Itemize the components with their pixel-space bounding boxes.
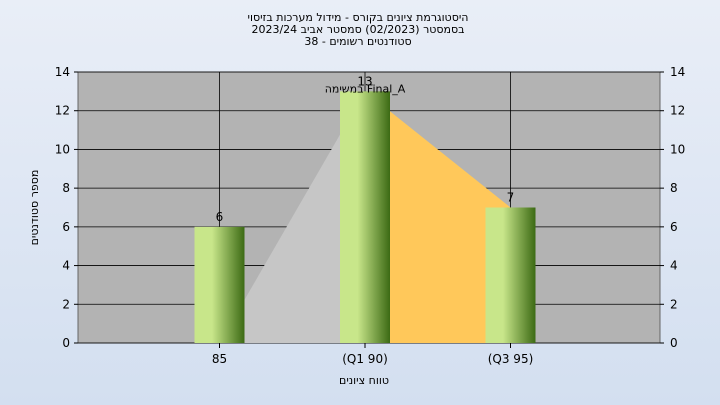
chart-title-line-1: היסטוגרמת ציונים בקורס - מידול מערכות בז… — [248, 11, 469, 24]
area-rising — [219, 91, 365, 343]
y-tick-label-left: 6 — [62, 220, 70, 234]
bar-2 — [340, 91, 390, 343]
y-tick-label-left: 0 — [62, 336, 70, 350]
y-tick-label-right: 8 — [670, 181, 678, 195]
y-tick-label-left: 14 — [55, 65, 70, 79]
y-axis-title: מספר סטודנטים — [28, 170, 41, 246]
y-tick-label-left: 8 — [62, 181, 70, 195]
x-tick-label: (Q1 90) — [342, 352, 388, 366]
bar-3 — [485, 207, 536, 343]
y-tick-label-left: 10 — [55, 142, 70, 156]
x-axis-title: טווח ציונים — [339, 374, 389, 387]
y-tick-label-right: 6 — [670, 220, 678, 234]
y-tick-label-right: 4 — [670, 259, 678, 273]
area-falling — [365, 91, 511, 343]
x-tick-label: (Q3 95) — [488, 352, 534, 366]
y-tick-label-left: 2 — [62, 297, 70, 311]
bar-annotation: במשימה Final_A — [325, 82, 406, 95]
data-label: 6 — [216, 210, 224, 224]
y-tick-label-right: 12 — [670, 104, 685, 118]
y-tick-label-left: 4 — [62, 259, 70, 273]
chart-title-line-3: סטודנטים רשומים - 38 — [304, 35, 411, 48]
y-tick-label-left: 12 — [55, 104, 70, 118]
y-tick-label-right: 14 — [670, 65, 685, 79]
y-tick-label-right: 2 — [670, 297, 678, 311]
y-tick-label-right: 10 — [670, 142, 685, 156]
data-label: 13 — [357, 74, 372, 88]
y-tick-label-right: 0 — [670, 336, 678, 350]
data-label: 7 — [507, 191, 515, 205]
chart-title-line-2: בסמסטר (02/2023) סמסטר אביב 2023/24 — [251, 23, 464, 36]
x-tick-label: 85 — [212, 352, 227, 366]
bar-1 — [194, 226, 245, 343]
